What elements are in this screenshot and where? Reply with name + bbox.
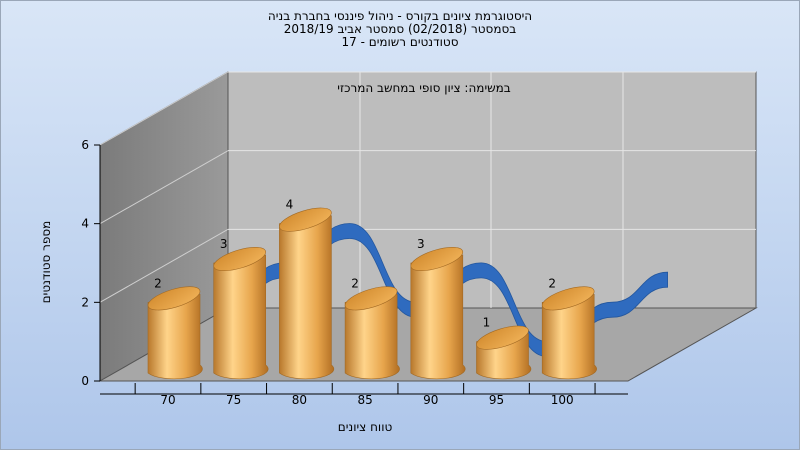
bar-85: 2	[344, 276, 400, 380]
bar-70: 2	[147, 276, 203, 380]
bar-cap	[147, 286, 201, 311]
bar-90: 3	[410, 237, 466, 380]
x-axis: 70 75 80 85 90 95 100	[100, 383, 628, 407]
x-tick-label: 95	[489, 393, 504, 407]
bar-value-label: 3	[220, 237, 228, 251]
bar-value-label: 2	[154, 276, 162, 290]
bar-cap	[279, 207, 332, 232]
bar-value-label: 2	[548, 276, 556, 290]
bar-body	[541, 293, 597, 380]
gridline-side	[99, 71, 229, 146]
y-tick-label: 2	[81, 295, 89, 309]
y-axis: 0 2 4 6	[81, 138, 101, 388]
bar-cap	[344, 286, 398, 311]
bar-100: 2	[541, 276, 597, 380]
bar-value-label: 3	[417, 237, 425, 251]
x-tick-label: 100	[551, 393, 574, 407]
bar-value-label: 4	[286, 198, 294, 212]
x-axis-title: טווח ציונים	[338, 420, 393, 434]
bar-body	[410, 254, 466, 380]
chart-subtitle-line-1: בסמסטר (02/2018) סמסטר אביב 2018/19	[283, 22, 517, 36]
bar-value-label: 1	[483, 316, 491, 330]
bar-cap	[213, 247, 266, 271]
bar-cap	[410, 247, 464, 271]
bar-series: 2 3 4 2 3 1 2	[147, 198, 597, 380]
bar-body	[147, 293, 203, 380]
bar-value-label: 2	[351, 276, 359, 290]
x-tick-label: 80	[292, 393, 307, 407]
y-axis-title: מספר סטודנטים	[39, 221, 53, 304]
chart-subtitle-line-2: סטודנטים רשומים - 17	[341, 35, 459, 49]
y-tick-label: 0	[81, 374, 89, 388]
bar-cap	[541, 286, 595, 311]
x-tick-label: 90	[423, 393, 438, 407]
chart-title: היסטוגרמת ציונים בקורס - ניהול פיננסי בח…	[267, 9, 533, 23]
bar-95: 1	[476, 316, 532, 380]
bar-75: 3	[213, 237, 269, 380]
y-tick-label: 4	[81, 217, 89, 231]
bar-body	[213, 254, 269, 380]
x-tick-label: 70	[160, 393, 175, 407]
x-tick-label: 85	[357, 393, 372, 407]
y-tick-label: 6	[81, 138, 89, 152]
bar-cap	[476, 325, 529, 350]
chart-title-block: היסטוגרמת ציונים בקורס - ניהול פיננסי בח…	[0, 10, 800, 49]
gridline-side	[99, 150, 229, 225]
inner-title: במשימה: ציון סופי במחשב המרכזי	[337, 81, 511, 95]
bar-80: 4	[279, 198, 335, 380]
bar-body	[279, 215, 335, 380]
bar-body	[344, 293, 400, 380]
gridline-side	[99, 228, 229, 303]
x-tick-label: 75	[226, 393, 241, 407]
